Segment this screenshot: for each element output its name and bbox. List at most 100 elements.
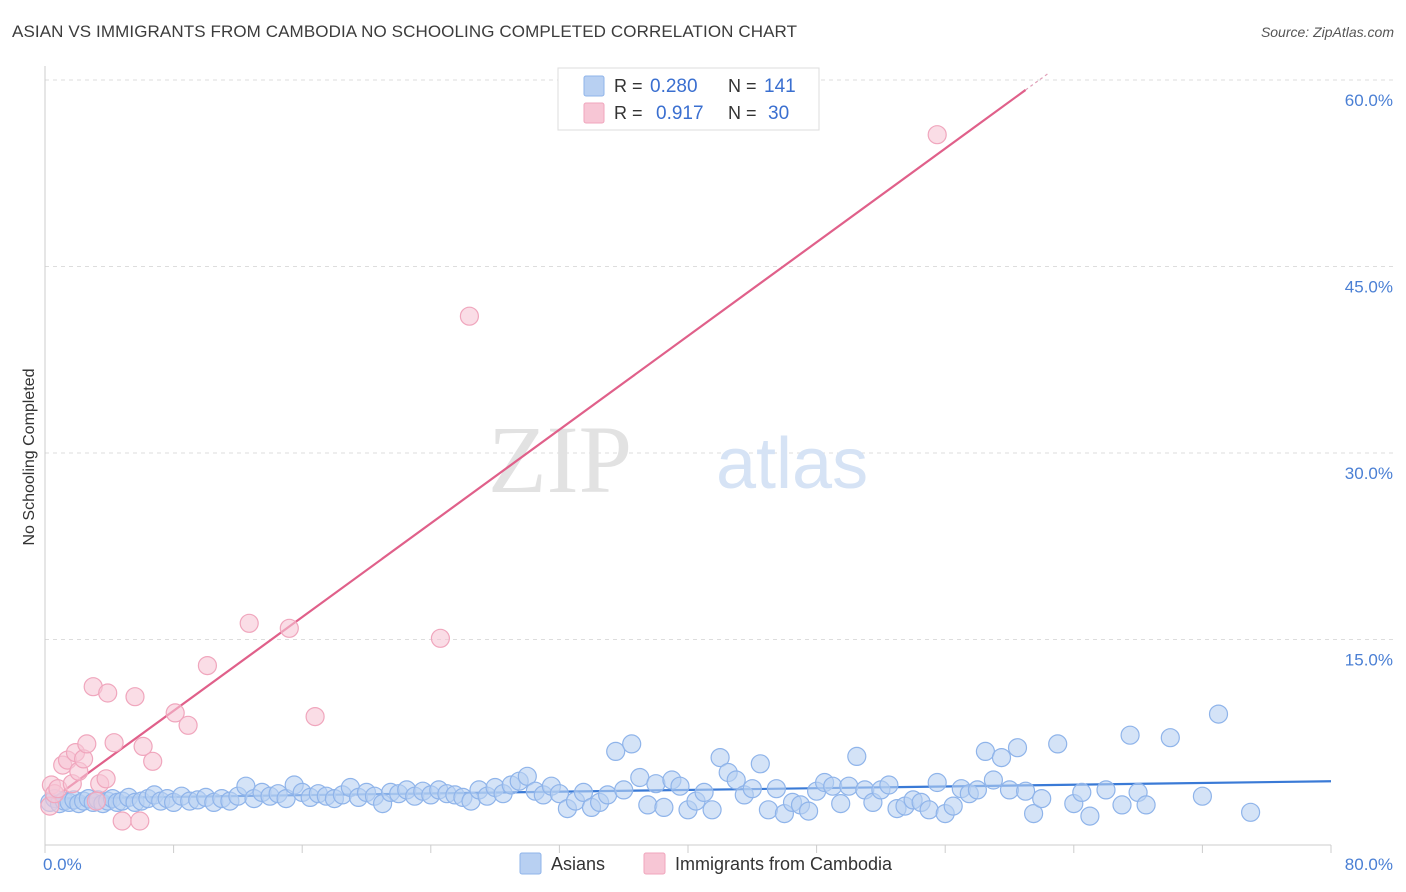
asians-point-128 bbox=[1007, 738, 1028, 758]
asians-point-79 bbox=[614, 780, 634, 800]
cambodia-trend-line bbox=[52, 89, 1027, 800]
asians-point-105 bbox=[823, 776, 843, 796]
legend-r-value-2: 0.917 bbox=[656, 103, 704, 124]
legend-n-label-1: N = bbox=[728, 76, 757, 96]
asians-point-118 bbox=[927, 772, 947, 793]
y-tick-label-1: 30.0% bbox=[1345, 464, 1393, 483]
cambodia-point-18 bbox=[125, 687, 145, 707]
asians-point-67 bbox=[517, 766, 537, 786]
asians-point-102 bbox=[798, 801, 819, 821]
asians-point-141 bbox=[1160, 728, 1180, 748]
asians-point-117 bbox=[919, 800, 939, 820]
legend-label-asians: Asians bbox=[551, 854, 605, 874]
cambodia-point-21 bbox=[143, 751, 163, 771]
asians-point-123 bbox=[967, 780, 988, 800]
grid bbox=[45, 79, 1393, 640]
x-tick-labels: 0.0% 80.0% bbox=[43, 855, 1393, 874]
asians-point-80 bbox=[622, 734, 642, 754]
asians-point-78 bbox=[606, 741, 626, 762]
asians-point-82 bbox=[638, 795, 658, 815]
asians-point-83 bbox=[646, 774, 666, 794]
series-legend: Asians Immigrants from Cambodia bbox=[519, 852, 893, 875]
stats-legend: R = 0.280 N = 141 R = 0.917 N = 30 bbox=[557, 67, 820, 131]
cambodia-point-29 bbox=[459, 306, 479, 326]
cambodia-point-25 bbox=[239, 613, 259, 633]
legend-r-label-2: R = bbox=[614, 103, 643, 123]
cambodia-point-16 bbox=[104, 733, 124, 753]
asians-point-81 bbox=[630, 767, 650, 788]
asians-point-143 bbox=[1208, 704, 1229, 724]
legend-r-value-1: 0.280 bbox=[650, 76, 698, 97]
cambodia-point-10 bbox=[77, 734, 97, 754]
asians-point-90 bbox=[702, 800, 722, 820]
asians-point-129 bbox=[1015, 781, 1036, 801]
asians-point-140 bbox=[1136, 795, 1156, 815]
asians-point-137 bbox=[1112, 795, 1132, 815]
legend-swatch-asians bbox=[583, 75, 605, 97]
cambodia-point-30 bbox=[927, 125, 947, 145]
cambodia-point-15 bbox=[98, 683, 118, 703]
asians-point-127 bbox=[999, 780, 1020, 800]
asians-point-89 bbox=[694, 782, 714, 803]
y-tick-labels: 15.0% 30.0% 45.0% 60.0% bbox=[1345, 91, 1393, 670]
asians-point-132 bbox=[1048, 734, 1068, 754]
watermark: ZIP atlas bbox=[488, 406, 868, 513]
legend-n-value-2: 30 bbox=[768, 103, 789, 124]
watermark-zip: ZIP bbox=[488, 406, 632, 513]
asians-point-135 bbox=[1080, 806, 1100, 826]
cambodia-point-22 bbox=[165, 703, 185, 723]
asians-point-96 bbox=[750, 754, 770, 774]
asians-point-120 bbox=[943, 796, 963, 816]
trend-lines bbox=[44, 71, 1332, 800]
data-points bbox=[40, 125, 1261, 831]
asians-point-142 bbox=[1192, 786, 1213, 806]
asians-point-86 bbox=[670, 776, 690, 796]
y-tick-label-2: 45.0% bbox=[1345, 278, 1393, 297]
asians-point-107 bbox=[839, 776, 859, 796]
legend-n-label-2: N = bbox=[728, 103, 757, 123]
chart-title: ASIAN VS IMMIGRANTS FROM CAMBODIA NO SCH… bbox=[12, 22, 798, 41]
asians-point-97 bbox=[758, 800, 779, 820]
y-tick-label-0: 15.0% bbox=[1345, 651, 1393, 670]
asians-point-112 bbox=[879, 775, 899, 795]
cambodia-point-27 bbox=[305, 706, 325, 727]
y-tick-label-3: 60.0% bbox=[1345, 91, 1393, 110]
asians-point-138 bbox=[1120, 725, 1140, 745]
asians-point-125 bbox=[983, 770, 1004, 790]
asians-point-93 bbox=[726, 770, 746, 790]
watermark-atlas: atlas bbox=[716, 424, 868, 504]
y-axis-label: No Schooling Completed bbox=[21, 369, 38, 546]
cambodia-point-26 bbox=[279, 618, 299, 638]
asians-point-71 bbox=[549, 784, 570, 804]
cambodia-point-17 bbox=[112, 811, 132, 831]
asians-point-84 bbox=[654, 797, 674, 818]
cambodia-point-20 bbox=[133, 736, 153, 757]
legend-label-cambodia: Immigrants from Cambodia bbox=[675, 854, 893, 874]
source-credit: Source: ZipAtlas.com bbox=[1260, 24, 1394, 40]
asians-point-95 bbox=[742, 779, 762, 799]
legend-swatch-cambodia bbox=[583, 102, 605, 124]
cambodia-point-14 bbox=[96, 769, 116, 789]
asians-point-134 bbox=[1072, 782, 1092, 803]
legend-swatch-asians-bottom bbox=[519, 852, 542, 875]
cambodia-point-28 bbox=[430, 628, 450, 648]
asians-point-74 bbox=[573, 782, 594, 803]
asians-point-91 bbox=[710, 747, 730, 768]
asians-point-124 bbox=[975, 741, 996, 762]
asians-point-98 bbox=[766, 779, 787, 799]
cambodia-point-19 bbox=[130, 811, 150, 831]
x-tick-label-max: 80.0% bbox=[1345, 855, 1393, 874]
cambodia-point-12 bbox=[86, 791, 107, 811]
x-tick-label-min: 0.0% bbox=[43, 855, 82, 874]
asians-point-131 bbox=[1032, 788, 1052, 809]
cambodia-point-23 bbox=[178, 715, 198, 735]
axes bbox=[44, 66, 1332, 853]
cambodia-point-24 bbox=[197, 655, 217, 676]
asians-point-106 bbox=[831, 793, 851, 814]
legend-n-value-1: 141 bbox=[764, 76, 796, 97]
asians-point-136 bbox=[1096, 780, 1116, 800]
legend-r-label-1: R = bbox=[614, 76, 643, 96]
asians-point-108 bbox=[847, 746, 867, 767]
cambodia-trend-extension bbox=[1025, 71, 1051, 91]
